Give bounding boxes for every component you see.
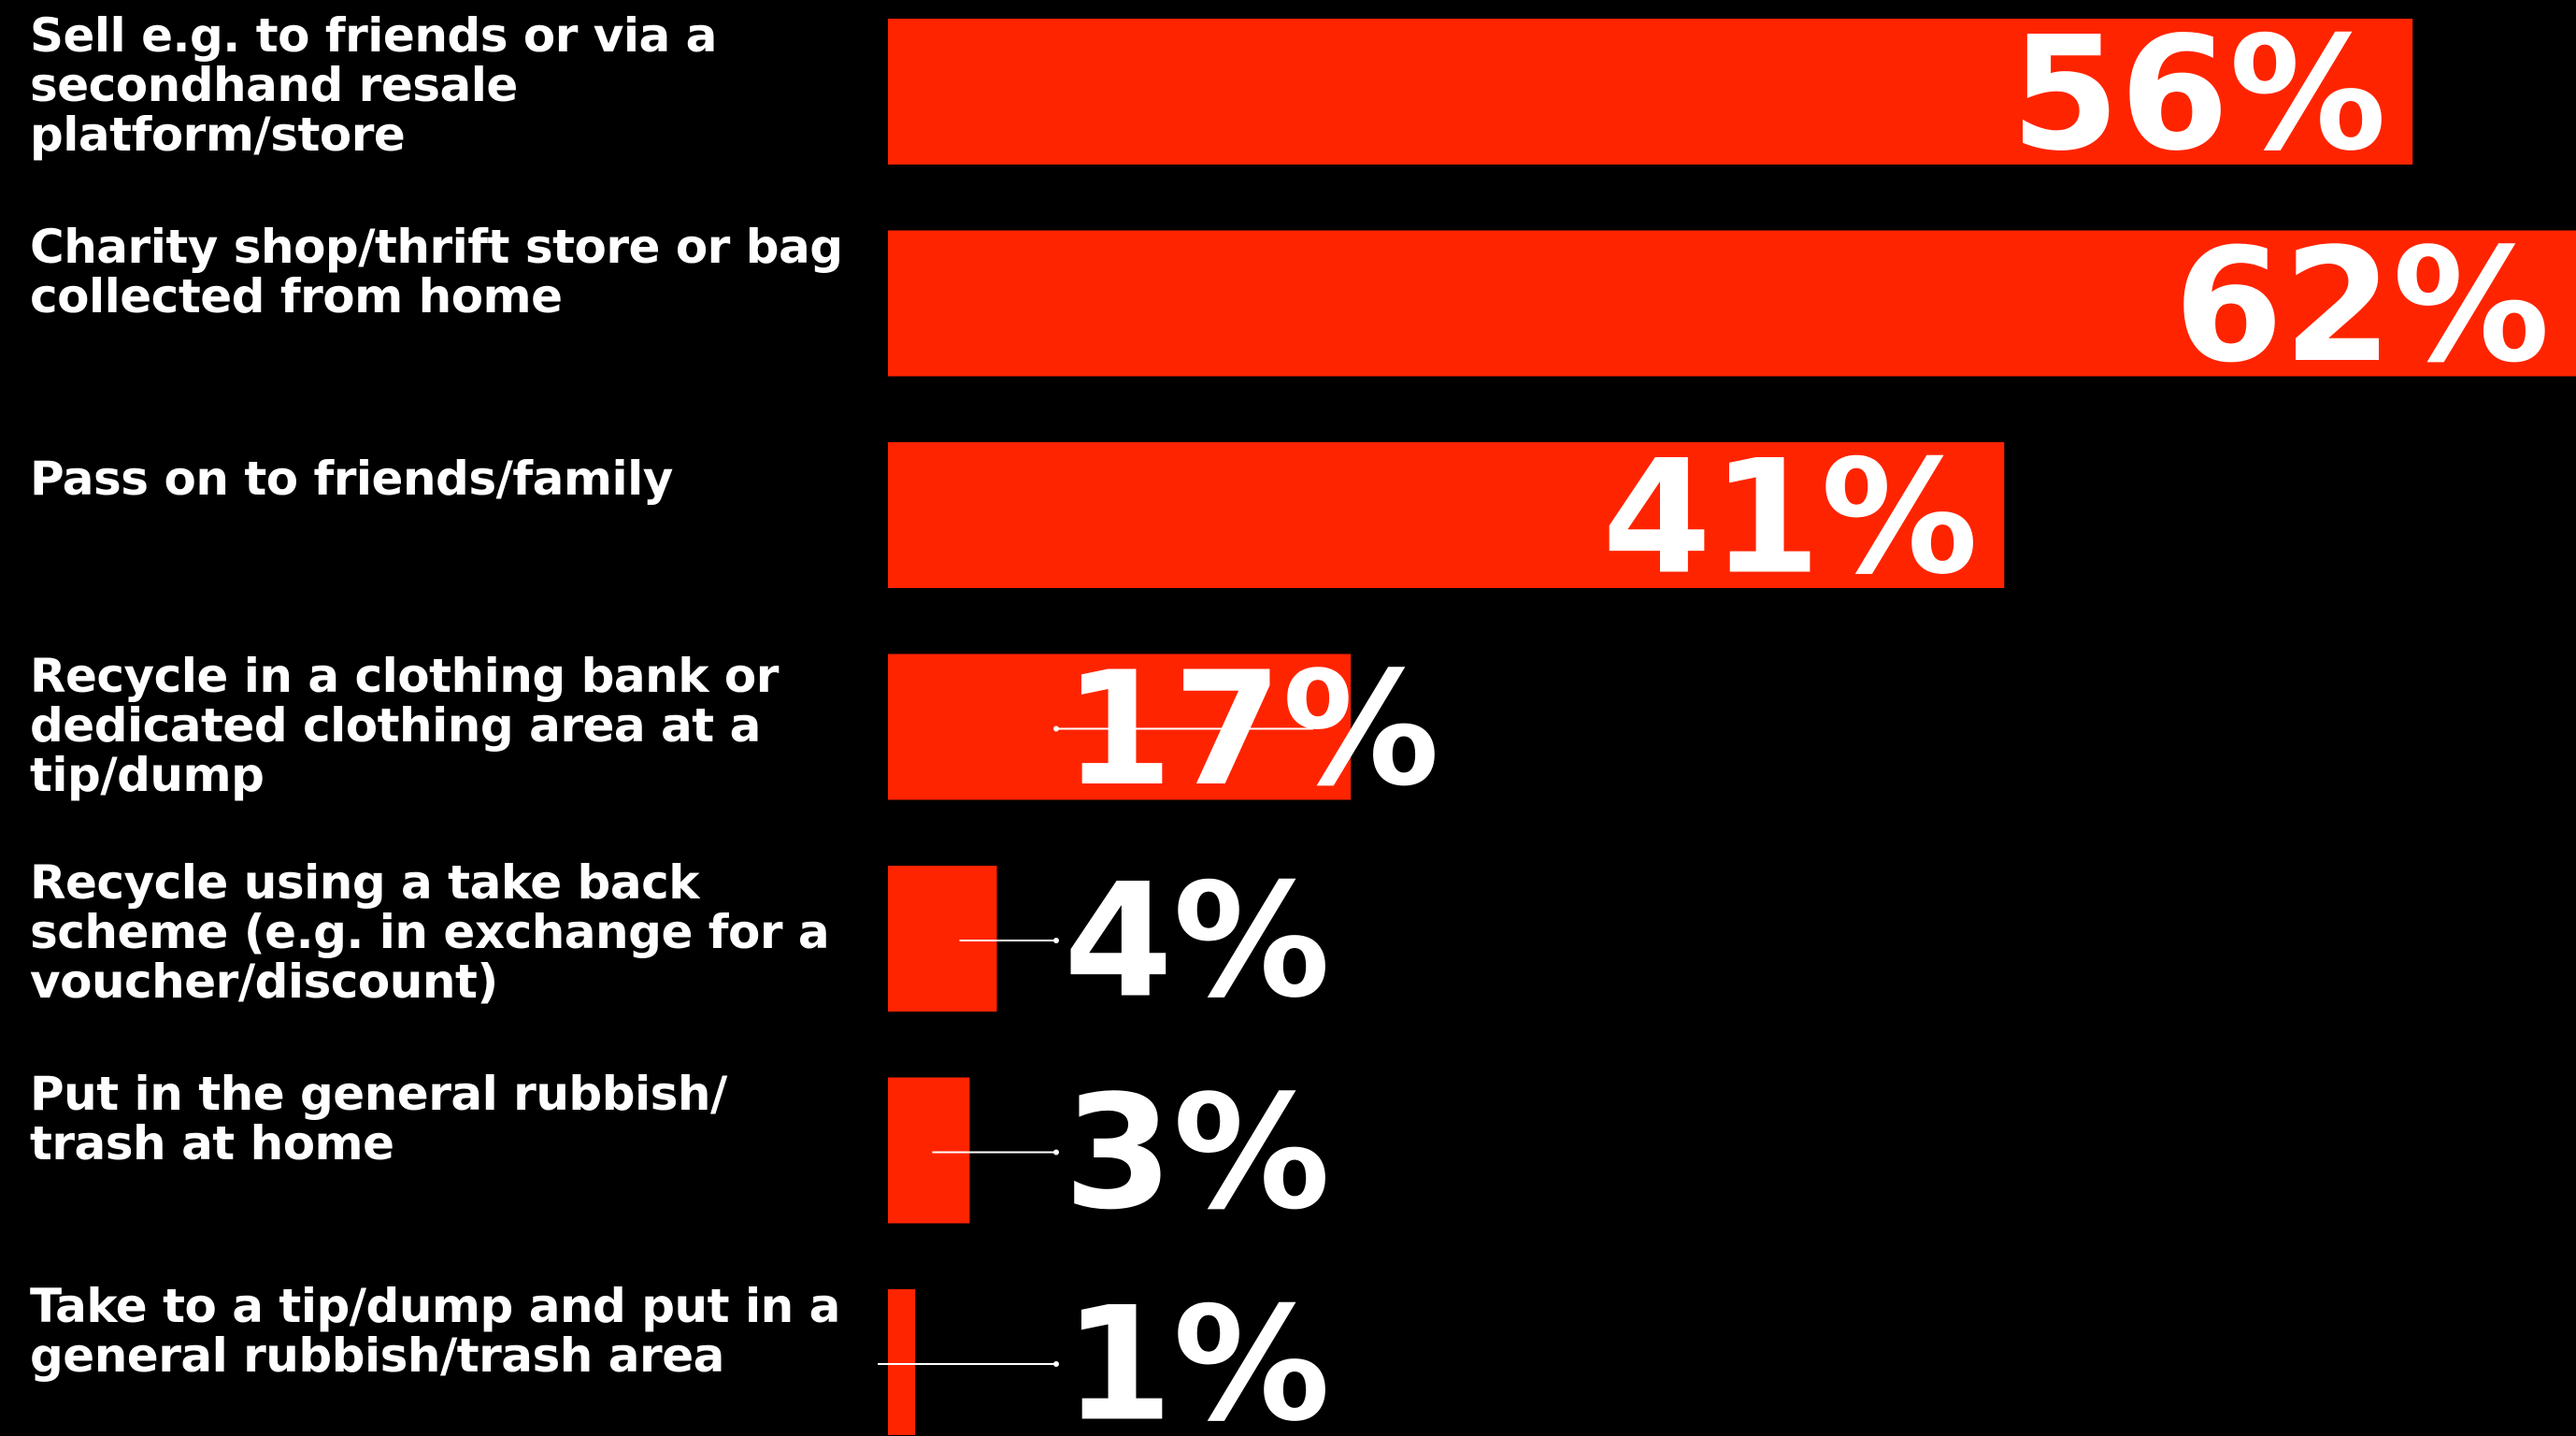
bar (888, 866, 997, 1012)
category-label: Recycle in a clothing bank or dedicated … (30, 649, 779, 802)
bar-value-label: 17% (1064, 638, 1439, 821)
leader-line-end (1053, 725, 1059, 732)
bar (888, 653, 1352, 800)
leader-line-end (1053, 938, 1059, 943)
category-label: Pass on to friends/family (30, 452, 673, 506)
bar-value-label: 3% (1064, 1061, 1330, 1244)
category-label: Sell e.g. to friends or via a secondhand… (30, 8, 717, 162)
bar-value-label: 1% (1064, 1272, 1330, 1436)
bar (888, 1289, 916, 1435)
bar-value-label: 56% (2011, 2, 2386, 185)
bar-value-label: 4% (1064, 849, 1330, 1032)
category-label: Recycle using a take back scheme (e.g. i… (30, 855, 830, 1009)
category-label: Take to a tip/dump and put in a general … (30, 1279, 840, 1383)
bar (888, 230, 2576, 377)
bar (888, 19, 2413, 165)
bar (888, 1077, 970, 1224)
bar (888, 442, 2005, 588)
category-label: Charity shop/thrift store or bag collect… (30, 220, 843, 323)
category-label: Put in the general rubbish/ trash at hom… (30, 1067, 727, 1170)
bar-value-label: 41% (1602, 425, 1978, 609)
leader-line-end (1053, 1361, 1059, 1367)
bar-value-label: 62% (2174, 214, 2550, 397)
leader-line-end (1053, 1149, 1059, 1156)
